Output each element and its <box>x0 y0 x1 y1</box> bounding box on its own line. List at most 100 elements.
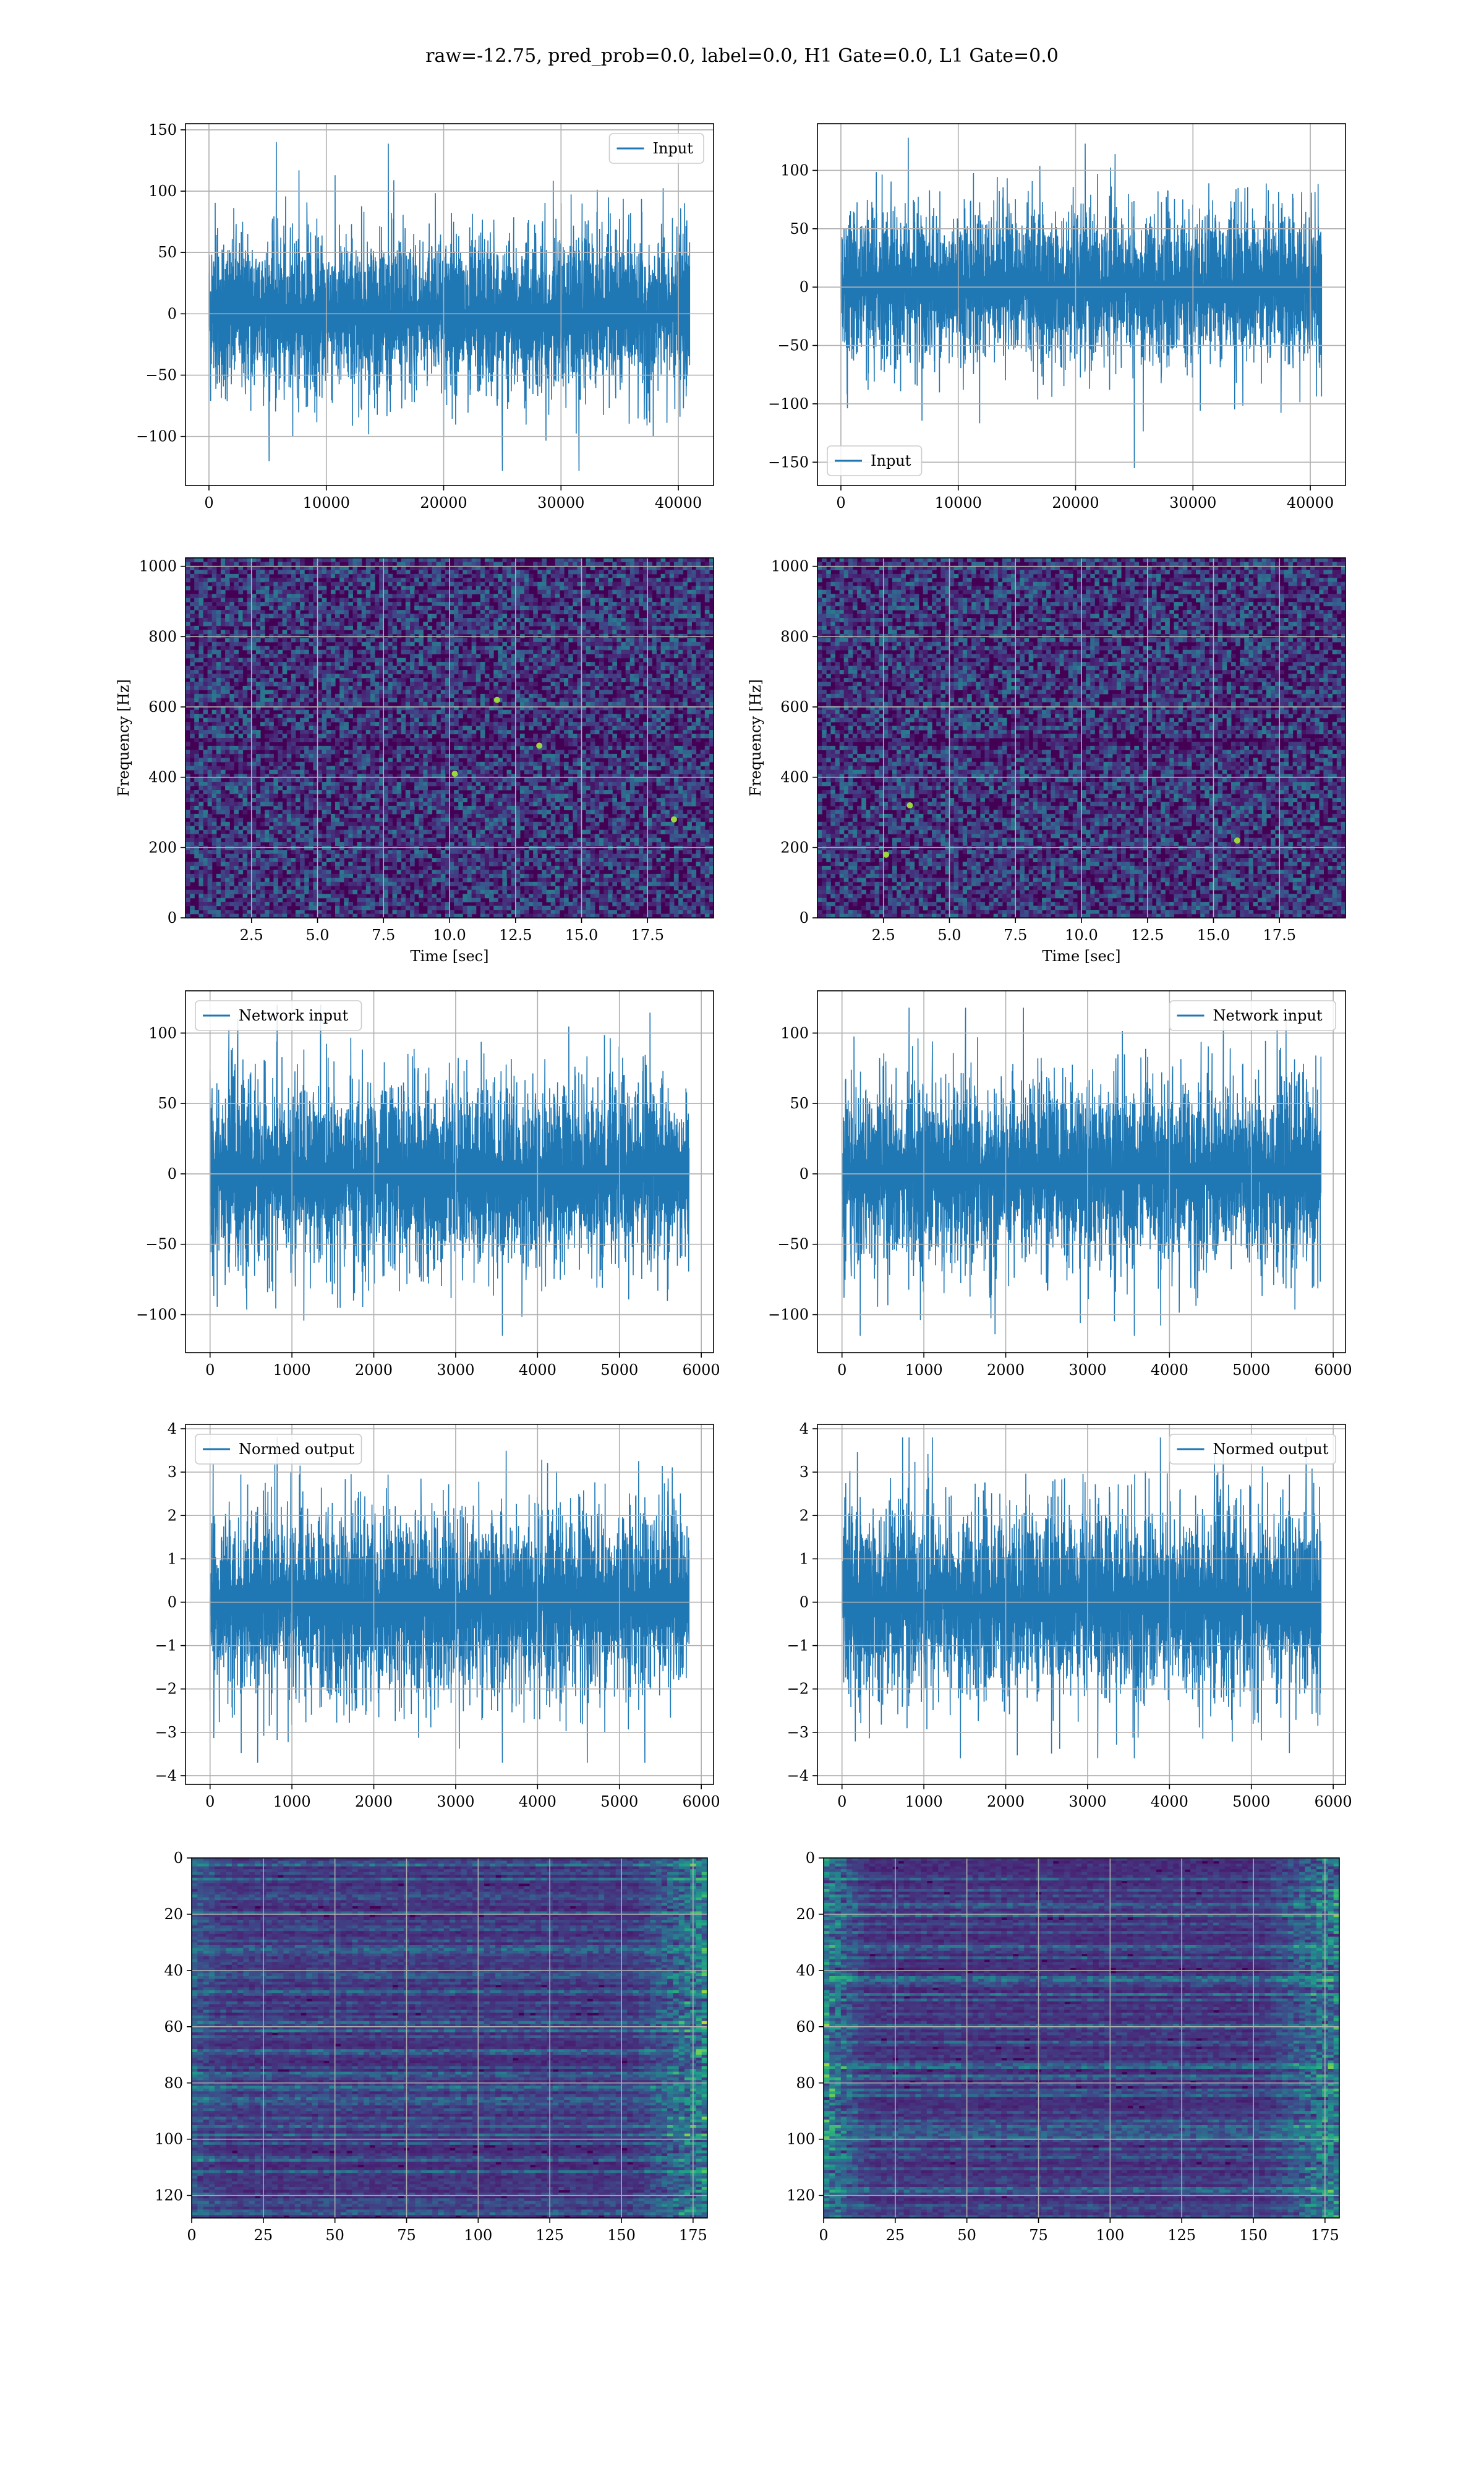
heatmap-cell <box>194 753 199 758</box>
heatmap-cell <box>529 698 534 703</box>
heatmap-cell <box>207 726 213 730</box>
heatmap-cell <box>375 722 380 727</box>
heatmap-cell <box>229 666 234 670</box>
heatmap-cell <box>313 670 318 675</box>
heatmap-cell <box>621 641 626 646</box>
heatmap-cell <box>423 758 428 763</box>
heatmap-cell <box>529 750 534 755</box>
heatmap-cell <box>365 726 371 730</box>
heatmap-cell <box>511 578 516 583</box>
heatmap-cell <box>625 573 631 578</box>
heatmap-cell <box>365 565 371 570</box>
heatmap-cell <box>484 597 490 602</box>
heatmap-cell <box>436 666 441 670</box>
heatmap-cell <box>365 670 371 675</box>
heatmap-cell <box>577 657 582 662</box>
heatmap-cell <box>207 698 213 703</box>
heatmap-cell <box>379 685 384 690</box>
heatmap-cell <box>594 709 600 714</box>
heatmap-cell <box>511 625 516 630</box>
heatmap-cell <box>515 638 521 643</box>
heatmap-cell <box>484 761 490 766</box>
heatmap-cell <box>291 717 296 722</box>
heatmap-cell <box>238 734 244 738</box>
heatmap-cell <box>445 638 450 643</box>
heatmap-cell <box>502 730 508 735</box>
heatmap-cell <box>489 649 494 654</box>
heatmap-cell <box>379 570 384 575</box>
heatmap-cell <box>234 633 239 638</box>
heatmap-cell <box>555 573 560 578</box>
heatmap-cell <box>357 578 362 583</box>
heatmap-cell <box>524 769 529 774</box>
heatmap-cell <box>225 666 230 670</box>
heatmap-cell <box>410 630 415 635</box>
heatmap-cell <box>344 558 349 563</box>
heatmap-cell <box>519 625 525 630</box>
heatmap-cell <box>357 682 362 687</box>
heatmap-cell <box>401 625 406 630</box>
heatmap-cell <box>687 610 692 615</box>
heatmap-cell <box>379 606 384 610</box>
heatmap-cell <box>352 562 358 567</box>
heatmap-cell <box>427 562 433 567</box>
heatmap-cell <box>573 633 578 638</box>
axes-frame <box>185 123 714 486</box>
heatmap-cell <box>326 610 331 615</box>
heatmap-cell <box>656 586 662 591</box>
heatmap-cell <box>463 709 467 714</box>
heatmap-cell <box>198 630 204 635</box>
heatmap-cell <box>229 662 234 667</box>
heatmap-cell <box>458 565 463 570</box>
heatmap-cell <box>344 657 349 662</box>
heatmap-cell <box>502 698 508 703</box>
heatmap-cell <box>450 638 454 643</box>
heatmap-cell <box>639 774 644 779</box>
heatmap-cell <box>440 750 446 755</box>
heatmap-cell <box>529 753 534 758</box>
heatmap-cell <box>669 666 675 670</box>
heatmap-cell <box>440 618 446 623</box>
heatmap-cell <box>225 578 230 583</box>
heatmap-cell <box>629 581 635 586</box>
heatmap-cell <box>599 766 604 771</box>
heatmap-cell <box>203 693 208 698</box>
heatmap-cell <box>357 777 362 782</box>
heatmap-cell <box>225 597 230 602</box>
heatmap-cell <box>186 722 190 727</box>
heatmap-cell <box>265 594 270 599</box>
heatmap-cell <box>260 633 265 638</box>
heatmap-cell <box>660 565 666 570</box>
heatmap-cell <box>590 614 595 618</box>
heatmap-cell <box>678 666 683 670</box>
heatmap-cell <box>577 734 582 738</box>
heatmap-cell <box>304 666 309 670</box>
heatmap-cell <box>537 701 542 706</box>
heatmap-cell <box>709 738 714 743</box>
heatmap-cell <box>352 701 358 706</box>
heatmap-cell <box>229 610 234 615</box>
heatmap-cell <box>467 738 472 743</box>
heatmap-cell <box>313 610 318 615</box>
heatmap-cell <box>511 662 516 667</box>
heatmap-cell <box>392 690 398 695</box>
heatmap-cell <box>524 662 529 667</box>
heatmap-cell <box>590 769 595 774</box>
heatmap-cell <box>616 670 622 675</box>
heatmap-cell <box>282 586 288 591</box>
heatmap-cell <box>260 570 265 575</box>
heatmap-cell <box>419 758 424 763</box>
heatmap-cell <box>691 589 697 594</box>
heatmap-cell <box>652 738 657 743</box>
heatmap-cell <box>454 766 459 771</box>
heatmap-cell <box>379 690 384 695</box>
heatmap-cell <box>458 714 463 719</box>
heatmap-cell <box>616 761 622 766</box>
heatmap-cell <box>313 753 318 758</box>
heatmap-cell <box>502 666 508 670</box>
heatmap-cell <box>573 761 578 766</box>
heatmap-cell <box>608 666 613 670</box>
heatmap-cell <box>419 761 424 766</box>
heatmap-cell <box>533 581 538 586</box>
heatmap-cell <box>590 641 595 646</box>
